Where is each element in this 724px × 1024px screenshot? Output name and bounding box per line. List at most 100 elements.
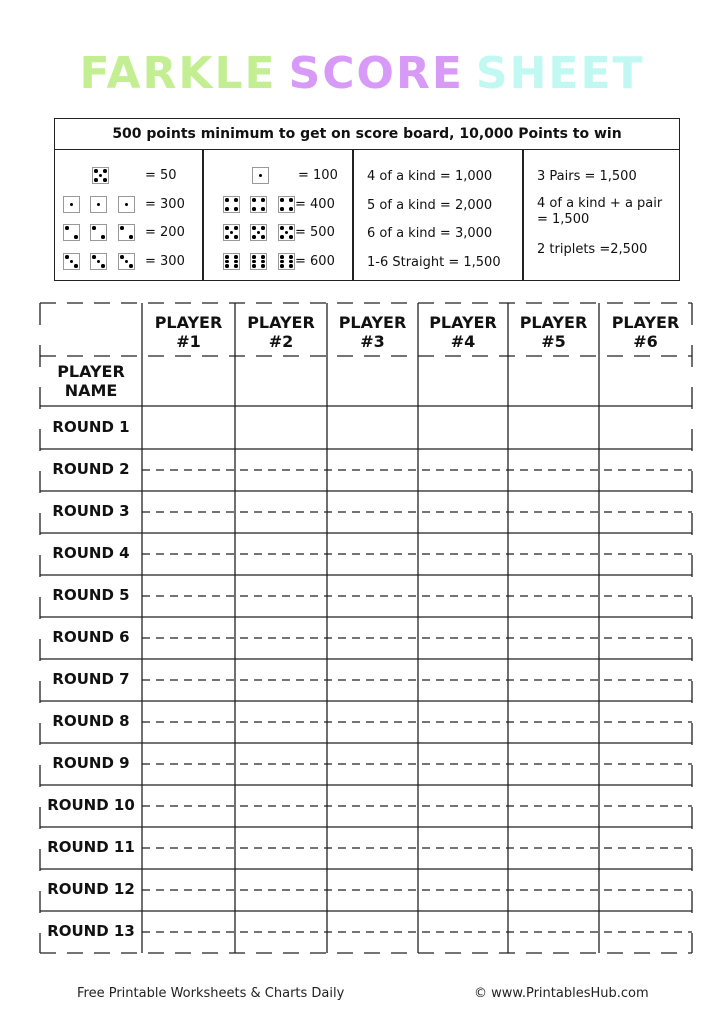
score-cell[interactable] — [142, 701, 235, 743]
score-cell[interactable] — [508, 827, 599, 869]
score-cell[interactable] — [327, 827, 418, 869]
score-cell[interactable] — [327, 491, 418, 533]
score-cell[interactable] — [599, 449, 692, 491]
score-cell[interactable] — [599, 406, 692, 449]
score-cell[interactable] — [327, 533, 418, 575]
score-cell[interactable] — [235, 449, 327, 491]
score-cell[interactable] — [235, 785, 327, 827]
round-label-6: ROUND 6 — [52, 628, 130, 646]
score-cell[interactable] — [142, 617, 235, 659]
die-6-icon — [278, 253, 295, 270]
score-cell[interactable] — [142, 911, 235, 953]
score-cell[interactable] — [327, 743, 418, 785]
score-cell[interactable] — [418, 533, 508, 575]
die-1-icon — [63, 196, 80, 213]
round-label-1: ROUND 1 — [52, 417, 130, 436]
score-cell[interactable] — [418, 827, 508, 869]
score-cell[interactable] — [508, 869, 599, 911]
score-cell[interactable] — [235, 406, 327, 449]
score-cell[interactable] — [235, 869, 327, 911]
score-cell[interactable] — [235, 743, 327, 785]
round-label-2: ROUND 2 — [52, 460, 130, 478]
score-cell[interactable] — [418, 575, 508, 617]
score-cell[interactable] — [142, 449, 235, 491]
player-name-cell[interactable] — [235, 356, 327, 406]
score-cell[interactable] — [418, 701, 508, 743]
score-cell[interactable] — [599, 911, 692, 953]
score-cell[interactable] — [327, 449, 418, 491]
player-name-cell[interactable] — [327, 356, 418, 406]
score-cell[interactable] — [508, 743, 599, 785]
player-name-label: PLAYER NAME — [57, 362, 125, 400]
score-cell[interactable] — [142, 743, 235, 785]
dice-score-value: = 300 — [145, 197, 185, 212]
score-cell[interactable] — [142, 406, 235, 449]
score-cell[interactable] — [508, 491, 599, 533]
score-cell[interactable] — [599, 533, 692, 575]
score-cell[interactable] — [235, 491, 327, 533]
score-cell[interactable] — [418, 743, 508, 785]
score-cell[interactable] — [142, 533, 235, 575]
score-cell[interactable] — [599, 827, 692, 869]
score-cell[interactable] — [142, 491, 235, 533]
score-cell[interactable] — [599, 701, 692, 743]
score-cell[interactable] — [599, 575, 692, 617]
player-name-cell[interactable] — [142, 356, 235, 406]
title-word-score: SCORE — [288, 48, 464, 99]
score-cell[interactable] — [142, 659, 235, 701]
score-cell[interactable] — [235, 659, 327, 701]
score-cell[interactable] — [327, 575, 418, 617]
score-cell[interactable] — [508, 659, 599, 701]
player-name-cell[interactable] — [599, 356, 692, 406]
score-cell[interactable] — [599, 659, 692, 701]
score-cell[interactable] — [418, 491, 508, 533]
score-cell[interactable] — [418, 911, 508, 953]
footer-copyright[interactable]: © www.PrintablesHub.com — [474, 986, 649, 1001]
score-cell[interactable] — [508, 701, 599, 743]
score-cell[interactable] — [508, 449, 599, 491]
score-cell[interactable] — [599, 743, 692, 785]
score-cell[interactable] — [142, 869, 235, 911]
player-header-5: PLAYER #5 — [519, 313, 588, 351]
score-cell[interactable] — [142, 785, 235, 827]
score-cell[interactable] — [327, 869, 418, 911]
player-header-4: PLAYER #4 — [429, 313, 497, 351]
die-3-icon — [118, 253, 135, 270]
score-cell[interactable] — [599, 785, 692, 827]
score-cell[interactable] — [327, 701, 418, 743]
round-label-12: ROUND 12 — [47, 880, 135, 898]
score-cell[interactable] — [327, 406, 418, 449]
score-cell[interactable] — [235, 575, 327, 617]
score-cell[interactable] — [508, 911, 599, 953]
score-cell[interactable] — [142, 827, 235, 869]
score-cell[interactable] — [235, 911, 327, 953]
divider — [352, 149, 354, 280]
score-cell[interactable] — [235, 617, 327, 659]
player-name-cell[interactable] — [508, 356, 599, 406]
score-cell[interactable] — [508, 617, 599, 659]
score-cell[interactable] — [599, 617, 692, 659]
score-cell[interactable] — [418, 869, 508, 911]
score-cell[interactable] — [508, 406, 599, 449]
score-cell[interactable] — [508, 575, 599, 617]
score-cell[interactable] — [235, 533, 327, 575]
score-cell[interactable] — [599, 869, 692, 911]
score-cell[interactable] — [599, 491, 692, 533]
score-cell[interactable] — [235, 827, 327, 869]
player-header-1: PLAYER #1 — [154, 313, 223, 351]
score-cell[interactable] — [418, 659, 508, 701]
player-name-cell[interactable] — [418, 356, 508, 406]
score-cell[interactable] — [327, 911, 418, 953]
score-cell[interactable] — [327, 659, 418, 701]
score-cell[interactable] — [508, 785, 599, 827]
score-cell[interactable] — [418, 449, 508, 491]
score-cell[interactable] — [508, 533, 599, 575]
score-cell[interactable] — [142, 575, 235, 617]
player-header-6: PLAYER #6 — [611, 313, 680, 351]
score-cell[interactable] — [418, 406, 508, 449]
score-cell[interactable] — [235, 701, 327, 743]
score-cell[interactable] — [327, 617, 418, 659]
score-cell[interactable] — [418, 785, 508, 827]
score-cell[interactable] — [418, 617, 508, 659]
score-cell[interactable] — [327, 785, 418, 827]
